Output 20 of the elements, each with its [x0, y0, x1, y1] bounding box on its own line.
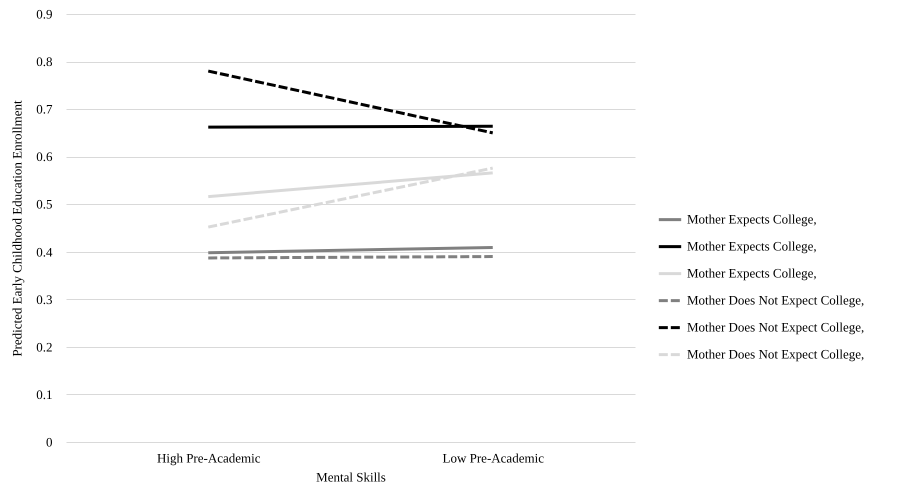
x-tick-label: High Pre-Academic	[156, 450, 261, 466]
y-tick-label: 0.1	[36, 386, 52, 402]
legend-label: Mother Expects College,	[687, 266, 817, 281]
y-tick-label: 0.8	[36, 54, 52, 70]
y-tick-label: 0.4	[36, 244, 53, 260]
legend-label: Mother Does Not Expect College,	[687, 292, 864, 308]
y-tick-label: 0.2	[36, 339, 52, 354]
y-tick-label: 0.5	[36, 196, 52, 212]
legend-label: Mother Does Not Expect College,	[687, 320, 864, 335]
x-axis-title: Mental Skills	[316, 470, 386, 484]
legend-label: Mother Expects College,	[687, 238, 817, 254]
y-tick-label: 0.7	[36, 102, 53, 117]
y-tick-label: 0.9	[36, 6, 52, 22]
y-axis-title: Predicted Early Childhood Education Enrollment	[9, 100, 24, 357]
y-tick-label: 0.3	[36, 292, 52, 307]
y-tick-label: 0	[46, 434, 52, 450]
x-tick-label: Low Pre-Academic	[442, 450, 544, 466]
legend-label: Mother Expects College,	[687, 212, 817, 227]
legend-label: Mother Does Not Expect College,	[687, 346, 864, 362]
y-tick-label: 0.6	[36, 149, 53, 164]
